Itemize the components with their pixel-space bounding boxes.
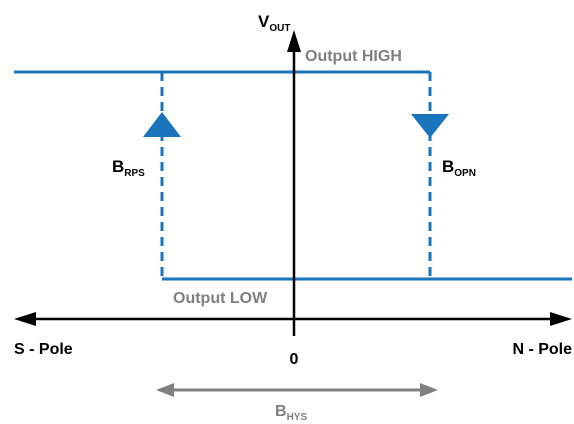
output-low-label: Output LOW: [173, 290, 268, 307]
vout-axis-arrow-icon: [287, 30, 301, 52]
s-pole-label: S - Pole: [14, 341, 73, 358]
opn-down-arrow-icon: [411, 114, 449, 138]
b-rps-label: BRPS: [112, 157, 145, 179]
b-opn-label: BOPN: [442, 157, 476, 179]
n-pole-arrow-icon: [550, 312, 572, 326]
n-pole-label: N - Pole: [512, 341, 572, 358]
hysteresis-right-arrow-icon: [420, 383, 438, 397]
origin-label: 0: [290, 351, 299, 368]
s-pole-arrow-icon: [14, 312, 36, 326]
output-high-label: Output HIGH: [305, 48, 402, 65]
vout-axis-label: VOUT: [258, 12, 290, 34]
hysteresis-left-arrow-icon: [156, 383, 174, 397]
rps-up-arrow-icon: [143, 112, 181, 137]
b-hys-label: BHYS: [275, 403, 307, 423]
